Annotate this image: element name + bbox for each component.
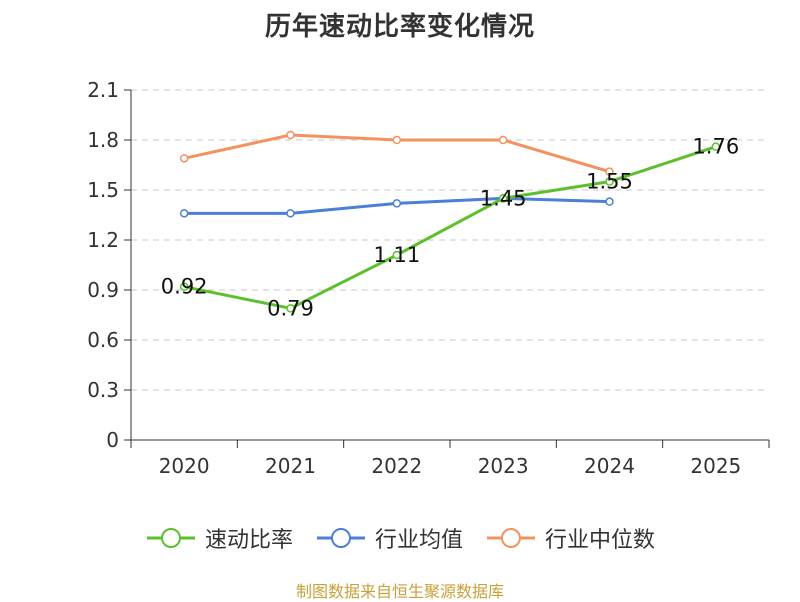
legend: 速动比率 行业均值 行业中位数	[0, 520, 800, 556]
legend-item-2[interactable]: 行业中位数	[485, 522, 655, 554]
data-label: 1.11	[373, 243, 420, 267]
y-tick-label: 1.5	[87, 178, 119, 202]
series-line-0	[183, 145, 717, 310]
data-point-s0-2020	[179, 282, 189, 291]
data-point-s2-2020	[179, 154, 189, 163]
legend-swatch-marker	[501, 528, 521, 548]
legend-label: 速动比率	[204, 528, 293, 553]
chart-title: 历年速动比率变化情况	[264, 12, 535, 42]
x-tick-label: 2022	[371, 454, 422, 478]
data-point-s2-2022	[392, 135, 402, 145]
series-layer	[179, 130, 721, 313]
y-tick-label: 2.1	[87, 78, 119, 102]
data-label: 1.76	[692, 135, 739, 159]
legend-swatch-icon	[146, 528, 195, 548]
x-tick-label: 2020	[159, 454, 210, 478]
data-point-s1-2022	[392, 199, 402, 208]
data-label-layer: 0.92 0.79 1.11 1.45 1.55 1.76	[161, 135, 739, 321]
data-point-s0-2025	[711, 142, 721, 151]
legend-label: 行业中位数	[545, 528, 656, 553]
x-tick-label: 2021	[265, 454, 316, 478]
y-tick-label: 0	[106, 428, 119, 452]
legend-swatch-marker	[330, 528, 351, 548]
data-label: 1.55	[586, 170, 633, 194]
legend-swatch-icon	[316, 528, 365, 548]
y-tick-label: 0.9	[87, 278, 119, 302]
data-point-s2-2021	[286, 130, 295, 140]
data-point-s0-2021	[286, 304, 295, 313]
x-tick-label: 2024	[584, 454, 635, 478]
legend-swatch-icon	[487, 528, 535, 548]
grid-layer	[131, 89, 769, 391]
data-label: 1.45	[480, 186, 527, 210]
legend-item-1[interactable]: 行业均值	[315, 522, 463, 554]
y-tick-label: 1.8	[87, 128, 119, 152]
data-point-s1-2021	[286, 209, 295, 218]
x-tick-label: 2025	[690, 454, 741, 478]
data-point-s1-2024	[605, 197, 614, 206]
source-note: 制图数据来自恒生聚源数据库	[295, 582, 504, 601]
legend-label: 行业均值	[374, 528, 463, 553]
x-tick-label: 2023	[478, 454, 529, 478]
data-point-s0-2024	[605, 177, 614, 186]
legend-swatch-marker	[160, 528, 181, 548]
y-tick-label: 0.6	[87, 328, 119, 352]
legend-item-0[interactable]: 速动比率	[145, 522, 293, 554]
data-point-s1-2020	[179, 209, 189, 218]
data-point-s2-2024	[605, 167, 614, 176]
data-point-s0-2023	[498, 194, 508, 203]
data-point-s2-2023	[498, 135, 508, 145]
y-tick-label: 1.2	[87, 228, 119, 252]
y-tick-label: 0.3	[87, 378, 119, 402]
data-label: 0.79	[267, 296, 314, 320]
axis-layer: 0 0.3 0.6 0.9 1.2 1.5 1.8 2.1 2020 2021 2022 2023 20…	[87, 78, 770, 478]
data-point-s0-2022	[392, 250, 402, 260]
data-label: 0.92	[161, 275, 208, 299]
